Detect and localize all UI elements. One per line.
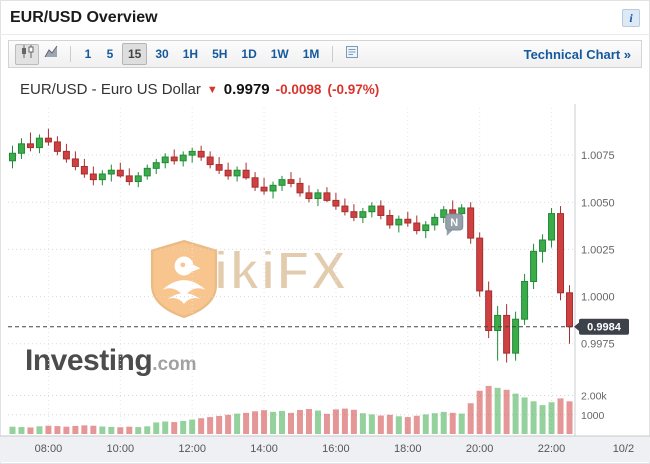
svg-text:0.9984: 0.9984 xyxy=(587,322,622,334)
svg-text:18:00: 18:00 xyxy=(394,443,422,455)
svg-text:2.00k: 2.00k xyxy=(581,391,607,403)
area-chart-icon xyxy=(44,44,59,64)
toolbar-separator xyxy=(70,46,71,62)
page-title: EUR/USD Overview xyxy=(10,9,158,26)
instrument-name: EUR/USD - Euro US Dollar xyxy=(20,81,201,98)
candlestick-icon xyxy=(20,44,35,64)
chart-area: WikiFX Investing .com 1.0075 1.0050 1.0025… xyxy=(0,104,650,462)
news-marker xyxy=(445,213,464,231)
price-change-percent: (-0.97%) xyxy=(327,82,380,97)
timeframe-button-1w[interactable]: 1W xyxy=(270,47,289,61)
svg-text:08:00: 08:00 xyxy=(35,443,63,455)
svg-text:22:00: 22:00 xyxy=(538,443,566,455)
svg-text:10/2: 10/2 xyxy=(613,443,634,455)
timeframe-button-30[interactable]: 30 xyxy=(155,47,169,61)
svg-text:1000: 1000 xyxy=(581,410,605,422)
timeframe-button-1[interactable]: 1 xyxy=(84,47,92,61)
info-icon[interactable]: i xyxy=(622,9,640,27)
svg-text:N: N xyxy=(450,217,458,229)
area-chart-button[interactable] xyxy=(39,44,63,65)
timeframe-button-1m[interactable]: 1M xyxy=(302,47,320,61)
last-price: 0.9979 xyxy=(223,81,270,98)
svg-text:16:00: 16:00 xyxy=(322,443,350,455)
timeframe-button-5h[interactable]: 5H xyxy=(212,47,228,61)
last-price-badge xyxy=(579,318,629,335)
candlestick-chart-button[interactable] xyxy=(15,43,39,65)
timeframe-button-1h[interactable]: 1H xyxy=(182,47,199,61)
svg-text:12:00: 12:00 xyxy=(178,443,206,455)
header: EUR/USD Overview i xyxy=(0,0,650,35)
svg-text:1.0025: 1.0025 xyxy=(581,244,615,256)
timeframe-group: 1 5 15 30 1H 5H 1D 1W 1M xyxy=(78,43,325,65)
svg-text:1.0075: 1.0075 xyxy=(581,150,615,162)
news-panel-icon xyxy=(345,45,359,64)
timeframe-button-5[interactable]: 5 xyxy=(106,47,114,61)
price-down-arrow-icon: ▼ xyxy=(206,84,218,96)
svg-text:1.0050: 1.0050 xyxy=(581,197,615,209)
timeframe-button-1d[interactable]: 1D xyxy=(241,47,257,61)
news-panel-button[interactable] xyxy=(340,44,364,65)
toolbar-separator xyxy=(332,46,334,62)
price-chart-svg[interactable]: 1.0075 1.0050 1.0025 1.0000 0.9975 08:00 10:00… xyxy=(0,104,650,462)
price-change: -0.0098 xyxy=(275,82,322,97)
svg-text:10:00: 10:00 xyxy=(107,443,135,455)
svg-text:1.0000: 1.0000 xyxy=(581,292,615,304)
technical-chart-link[interactable]: Technical Chart » xyxy=(523,46,631,62)
svg-text:14:00: 14:00 xyxy=(250,443,278,455)
chart-toolbar: 1 5 15 30 1H 5H 1D 1W 1M Technical Chart » xyxy=(8,40,642,68)
timeframe-button-15[interactable]: 15 xyxy=(122,43,148,65)
quote-line: EUR/USD - Euro US Dollar ▼ 0.9979 -0.009… xyxy=(0,68,650,102)
svg-text:0.9975: 0.9975 xyxy=(581,339,615,351)
svg-text:20:00: 20:00 xyxy=(466,443,494,455)
